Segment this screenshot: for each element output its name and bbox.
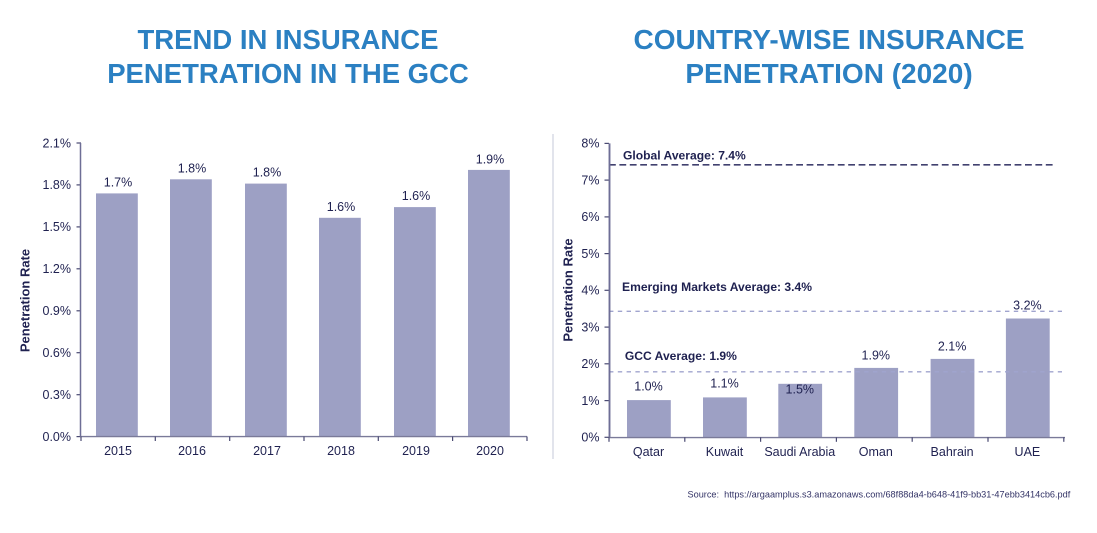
svg-text:8%: 8% (581, 137, 599, 151)
svg-text:4%: 4% (581, 284, 599, 298)
svg-text:1.1%: 1.1% (710, 377, 739, 391)
svg-text:2019: 2019 (402, 444, 430, 458)
svg-text:1.6%: 1.6% (327, 200, 356, 214)
svg-text:2020: 2020 (476, 444, 504, 458)
svg-text:Kuwait: Kuwait (706, 445, 744, 459)
svg-text:Penetration Rate: Penetration Rate (561, 238, 576, 341)
svg-text:7%: 7% (581, 173, 599, 187)
svg-text:2.1%: 2.1% (938, 339, 967, 353)
svg-text:Emerging Markets Average: 3.4%: Emerging Markets Average: 3.4% (622, 280, 812, 294)
svg-text:0%: 0% (581, 431, 599, 445)
svg-text:5%: 5% (581, 247, 599, 261)
svg-text:0.9%: 0.9% (43, 304, 72, 318)
svg-text:1.8%: 1.8% (178, 161, 207, 175)
svg-text:1.8%: 1.8% (253, 166, 282, 180)
svg-text:Bahrain: Bahrain (931, 445, 974, 459)
svg-text:GCC Average: 1.9%: GCC Average: 1.9% (625, 349, 737, 363)
svg-text:Penetration Rate: Penetration Rate (18, 249, 33, 352)
svg-text:3.2%: 3.2% (1013, 299, 1042, 313)
svg-text:2016: 2016 (178, 444, 206, 458)
svg-text:Qatar: Qatar (633, 445, 664, 459)
svg-text:1.7%: 1.7% (104, 175, 133, 189)
svg-text:1.5%: 1.5% (786, 382, 815, 396)
svg-text:COUNTRY-WISE INSURANCE: COUNTRY-WISE INSURANCE (634, 24, 1025, 55)
svg-text:2017: 2017 (253, 444, 281, 458)
svg-text:Oman: Oman (859, 445, 893, 459)
svg-text:Source: https://argaamplus.s3: Source: https://argaamplus.s3.amazonaws.… (688, 490, 1071, 500)
svg-text:1.0%: 1.0% (634, 380, 663, 394)
svg-text:Saudi Arabia: Saudi Arabia (764, 445, 835, 459)
svg-text:0.0%: 0.0% (43, 430, 72, 444)
svg-text:6%: 6% (581, 210, 599, 224)
svg-text:1.9%: 1.9% (862, 348, 891, 362)
svg-text:1.5%: 1.5% (43, 220, 72, 234)
svg-text:PENETRATION (2020): PENETRATION (2020) (685, 58, 972, 89)
svg-text:3%: 3% (581, 320, 599, 334)
svg-text:UAE: UAE (1015, 445, 1041, 459)
svg-text:0.6%: 0.6% (43, 346, 72, 360)
svg-text:2018: 2018 (327, 444, 355, 458)
svg-text:Global Average: 7.4%: Global Average: 7.4% (623, 149, 746, 163)
svg-text:1.8%: 1.8% (43, 178, 72, 192)
svg-text:1.2%: 1.2% (43, 262, 72, 276)
svg-text:2.1%: 2.1% (43, 136, 72, 150)
svg-text:2%: 2% (581, 357, 599, 371)
svg-text:1%: 1% (581, 394, 599, 408)
svg-text:2015: 2015 (104, 444, 132, 458)
svg-text:1.9%: 1.9% (476, 153, 505, 167)
svg-text:0.3%: 0.3% (43, 388, 72, 402)
svg-text:TREND IN INSURANCE: TREND IN INSURANCE (138, 24, 439, 55)
svg-text:PENETRATION IN THE GCC: PENETRATION IN THE GCC (107, 58, 469, 89)
svg-text:1.6%: 1.6% (402, 189, 431, 203)
